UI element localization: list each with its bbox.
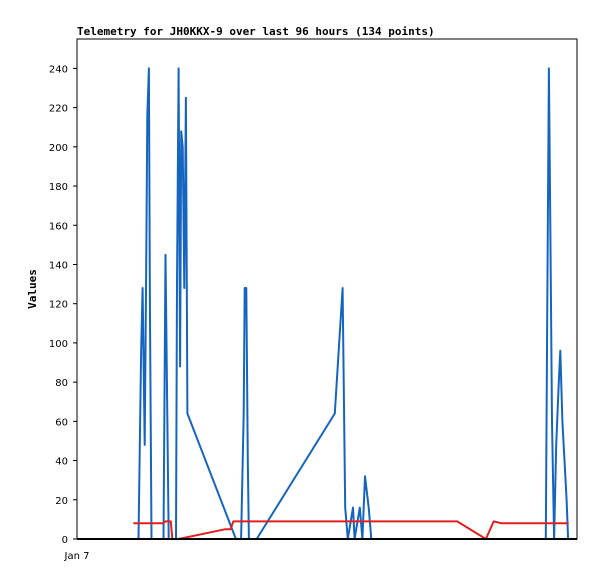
y-tick-label: 220 <box>49 104 68 115</box>
y-tick-label: 20 <box>55 496 68 507</box>
y-tick-label: 100 <box>49 339 68 350</box>
y-tick-label: 200 <box>49 143 68 154</box>
y-tick-label: 240 <box>49 64 68 75</box>
y-tick-label: 180 <box>49 182 68 193</box>
y-tick-label: 80 <box>55 378 68 389</box>
y-tick-label: 140 <box>49 260 68 271</box>
y-tick-label: 120 <box>49 300 68 311</box>
series-line-2 <box>133 520 569 540</box>
y-tick-label: 60 <box>55 417 68 428</box>
y-tick-label: 0 <box>62 535 68 546</box>
y-tick-label: 40 <box>55 457 68 468</box>
y-axis-label: Values <box>26 269 39 309</box>
y-tick-label: 160 <box>49 221 68 232</box>
y-axis: 0 20 40 60 80 100 120 140 160 180 200 220 240 <box>49 64 77 546</box>
x-axis: Jan 7 <box>64 551 90 562</box>
chart-title: Telemetry for JH0KKX-9 over last 96 hour… <box>77 25 435 38</box>
x-tick-label: Jan 7 <box>64 551 90 562</box>
plot-frame <box>76 38 578 540</box>
